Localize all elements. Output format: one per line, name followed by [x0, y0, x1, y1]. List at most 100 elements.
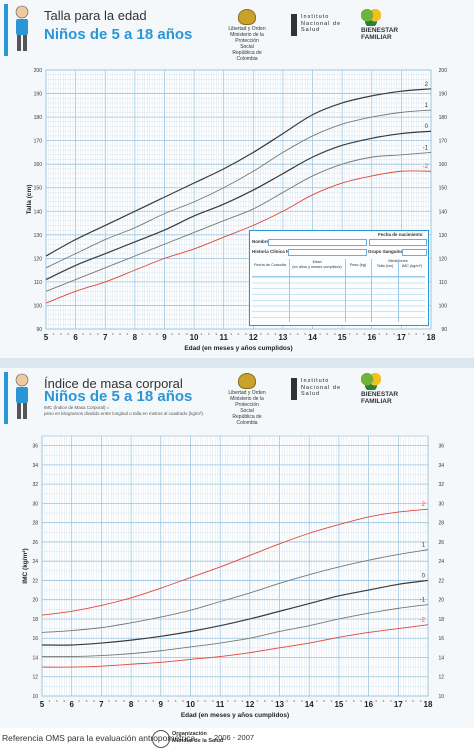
series-label: 1	[422, 543, 426, 549]
y-tick-label: 110	[439, 280, 447, 286]
bmi-for-age-sheet: Índice de masa corporal Niños de 5 a 18 …	[0, 368, 474, 728]
month-tick-label: 6	[415, 332, 417, 336]
institute-logo: Instituto Nacional de Salud	[291, 378, 341, 400]
month-tick-label: 3	[378, 332, 380, 336]
month-tick-label: 3	[171, 332, 173, 336]
month-tick-label: 9	[67, 332, 69, 336]
y-tick-label: 170	[34, 139, 43, 145]
month-tick-label: 3	[227, 699, 229, 703]
x-tick-label: 11	[219, 333, 228, 342]
chart-title: Talla para la edad	[44, 8, 147, 23]
visit-date-header: Fecha de Consulta	[254, 263, 286, 267]
month-tick-label: 6	[412, 699, 414, 703]
y-tick-label: 90	[36, 327, 42, 333]
month-tick-label: 3	[53, 332, 55, 336]
x-tick-label: 16	[367, 333, 376, 342]
month-tick-label: 9	[334, 332, 336, 336]
series-line	[45, 130, 432, 281]
y-tick-label: 20	[438, 598, 444, 604]
month-tick-label: 6	[353, 699, 355, 703]
record-table-rows[interactable]	[252, 276, 425, 323]
month-tick-label: 9	[423, 332, 425, 336]
y-tick-label: 12	[32, 675, 38, 681]
y-tick-label: 32	[32, 482, 38, 488]
month-tick-label: 6	[383, 699, 385, 703]
month-tick-label: 3	[230, 332, 232, 336]
y-tick-label: 110	[34, 280, 42, 286]
who-name: Organización Mundial de la Salud	[172, 731, 223, 744]
month-tick-label: 9	[360, 699, 362, 703]
patient-record-box: Fecha de nacimiento Nombre Historia Clín…	[249, 230, 429, 326]
series-line	[45, 109, 432, 269]
month-tick-label: 9	[97, 332, 99, 336]
month-tick-label: 9	[304, 332, 306, 336]
y-tick-label: 130	[34, 233, 43, 239]
month-tick-label: 6	[297, 332, 299, 336]
y-axis-label: Talla (cm)	[26, 185, 33, 215]
y-tick-label: 22	[32, 578, 38, 584]
x-tick-label: 8	[133, 333, 138, 342]
ministry-logo-line: Ministerio de la Protección Social	[230, 32, 264, 50]
bienestar-logo-line: FAMILIAR	[361, 34, 392, 41]
institute-logo: Instituto Nacional de Salud	[291, 14, 341, 36]
month-tick-label: 6	[60, 332, 62, 336]
month-tick-label: 3	[346, 699, 348, 703]
x-axis-label: Edad (en meses y años cumplidos)	[181, 712, 289, 719]
month-tick-label: 3	[108, 699, 110, 703]
month-tick-label: 9	[63, 699, 65, 703]
month-tick-label: 6	[56, 699, 58, 703]
coat-of-arms-icon	[238, 9, 256, 25]
month-tick-label: 3	[349, 332, 351, 336]
x-tick-label: 9	[159, 700, 164, 709]
month-tick-label: 6	[149, 332, 151, 336]
y-tick-label: 190	[439, 92, 448, 98]
month-tick-label: 6	[208, 332, 210, 336]
x-tick-label: 17	[397, 333, 406, 342]
x-tick-label: 17	[394, 700, 403, 709]
name-label: Nombre	[252, 239, 270, 244]
x-tick-label: 6	[73, 333, 78, 342]
month-tick-label: 9	[271, 699, 273, 703]
month-tick-label: 6	[294, 699, 296, 703]
age-header: Edad (en años y meses cumplidos)	[290, 260, 344, 269]
height-for-age-sheet: Talla para la edad Niños de 5 a 18 años …	[0, 0, 474, 358]
record-number-field[interactable]	[288, 249, 367, 256]
height-chart-header: Talla para la edad Niños de 5 a 18 años …	[0, 0, 474, 62]
y-tick-label: 100	[34, 303, 43, 309]
month-tick-label: 6	[204, 699, 206, 703]
chart-subtitle: Niños de 5 a 18 años	[44, 26, 193, 43]
month-tick-label: 3	[316, 699, 318, 703]
month-tick-label: 3	[141, 332, 143, 336]
y-tick-label: 10	[32, 694, 38, 700]
child-measuring-icon	[4, 4, 29, 56]
series-line	[41, 624, 429, 668]
birthdate-field[interactable]	[369, 239, 427, 246]
month-tick-label: 6	[175, 699, 177, 703]
x-tick-label: 13	[275, 700, 284, 709]
month-tick-label: 3	[167, 699, 169, 703]
name-field[interactable]	[268, 239, 367, 246]
month-tick-label: 9	[275, 332, 277, 336]
month-tick-label: 9	[153, 699, 155, 703]
y-tick-label: 18	[32, 617, 38, 623]
month-tick-label: 3	[405, 699, 407, 703]
y-tick-label: 150	[34, 186, 43, 192]
y-tick-label: 12	[438, 675, 444, 681]
month-tick-label: 6	[264, 699, 266, 703]
month-tick-label: 3	[319, 332, 321, 336]
y-tick-label: 200	[439, 68, 448, 74]
month-tick-label: 6	[86, 699, 88, 703]
x-tick-label: 5	[44, 333, 49, 342]
ministry-logo-line: Libertad y Orden	[228, 26, 266, 32]
y-tick-label: 120	[34, 256, 43, 262]
footer: Referencia OMS para la evaluación antrop…	[0, 728, 474, 749]
footer-years: 2006 - 2007	[214, 733, 255, 742]
y-tick-label: 34	[438, 463, 444, 469]
x-tick-label: 14	[308, 333, 317, 342]
who-name-line: Mundial de la Salud	[172, 737, 224, 744]
month-tick-label: 3	[256, 699, 258, 703]
blood-group-field[interactable]	[402, 249, 427, 256]
y-tick-label: 90	[441, 327, 447, 333]
y-tick-label: 120	[439, 256, 448, 262]
month-tick-label: 3	[408, 332, 410, 336]
